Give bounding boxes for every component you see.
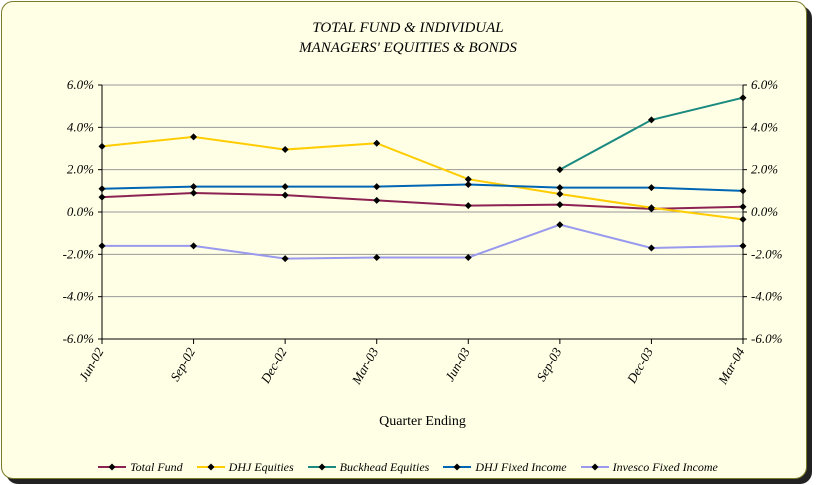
y-tick-label-left: 2.0%	[67, 162, 94, 177]
data-point-dhj-fixed-income	[647, 184, 655, 192]
data-point-dhj-equities	[190, 133, 198, 141]
data-point-dhj-equities	[373, 139, 381, 147]
y-tick-label-right: -6.0%	[751, 331, 783, 346]
data-point-total-fund	[556, 201, 564, 209]
legend-swatch-dhj-fixed-income	[443, 463, 472, 471]
data-point-dhj-equities	[464, 175, 472, 183]
data-point-total-fund	[464, 202, 472, 210]
legend-label-invesco-fixed-income: Invesco Fixed Income	[612, 459, 718, 474]
legend-item-dhj-equities: DHJ Equities	[196, 459, 294, 475]
data-point-buckhead-equities	[739, 94, 747, 102]
x-tick-label: Sep-02	[167, 345, 198, 384]
legend-item-buckhead-equities: Buckhead Equities	[307, 459, 430, 475]
legend-label-dhj-equities: DHJ Equities	[228, 459, 294, 474]
series-line-invesco-fixed-income	[102, 223, 744, 260]
data-point-dhj-equities	[281, 146, 289, 154]
data-point-total-fund	[739, 203, 747, 211]
y-tick-label-left: 0.0%	[67, 204, 94, 219]
x-tick-label: Mar-03	[348, 345, 381, 388]
x-tick-label: Dec-02	[257, 345, 290, 387]
data-point-buckhead-equities	[556, 166, 564, 174]
x-tick-label: Sep-03	[533, 345, 564, 384]
series-line-dhj-equities	[101, 135, 744, 221]
y-tick-label-right: 2.0%	[751, 162, 778, 177]
data-point-invesco-fixed-income	[190, 242, 198, 250]
data-point-dhj-fixed-income	[98, 185, 106, 193]
x-tick-label: Jun-02	[76, 345, 107, 384]
data-point-dhj-fixed-income	[556, 184, 564, 192]
data-point-invesco-fixed-income	[98, 242, 106, 250]
data-point-total-fund	[190, 189, 198, 197]
legend-label-buckhead-equities: Buckhead Equities	[339, 459, 430, 474]
data-point-invesco-fixed-income	[556, 221, 564, 229]
y-tick-label-right: 0.0%	[751, 204, 778, 219]
data-point-dhj-equities	[98, 142, 106, 150]
data-point-invesco-fixed-income	[281, 255, 289, 263]
data-point-total-fund	[281, 191, 289, 199]
data-point-dhj-equities	[647, 204, 655, 212]
data-point-buckhead-equities	[647, 116, 655, 124]
data-point-invesco-fixed-income	[647, 244, 655, 252]
legend-item-dhj-fixed-income: DHJ Fixed Income	[443, 459, 567, 475]
data-point-total-fund	[373, 196, 381, 204]
y-tick-label-left: -2.0%	[63, 246, 95, 261]
legend-label-total-fund: Total Fund	[130, 459, 183, 474]
data-point-dhj-fixed-income	[739, 187, 747, 195]
data-point-invesco-fixed-income	[739, 242, 747, 250]
legend: Total Fund DHJ Equities Buckhead Equities D…	[0, 457, 816, 477]
chart-title-line1: TOTAL FUND & INDIVIDUAL	[312, 20, 504, 36]
data-point-total-fund	[98, 193, 106, 201]
x-tick-label: Dec-03	[623, 345, 656, 387]
chart-title-line2: MANAGERS' EQUITIES & BONDS	[299, 40, 517, 56]
data-point-invesco-fixed-income	[464, 254, 472, 262]
data-point-dhj-equities	[556, 190, 564, 198]
data-point-dhj-fixed-income	[464, 180, 472, 188]
data-point-dhj-fixed-income	[190, 183, 198, 191]
y-tick-label-right: -2.0%	[751, 246, 783, 261]
x-tick-label: Mar-04	[714, 345, 747, 388]
data-point-dhj-fixed-income	[281, 183, 289, 191]
y-tick-label-left: -6.0%	[63, 331, 95, 346]
series-line-dhj-fixed-income	[101, 183, 744, 192]
y-tick-label-right: 4.0%	[751, 119, 778, 134]
y-tick-label-left: 4.0%	[67, 119, 94, 134]
legend-swatch-total-fund	[98, 463, 127, 471]
y-tick-label-left: 6.0%	[67, 77, 94, 92]
y-tick-label-right: 6.0%	[751, 77, 778, 92]
series-line-buckhead-equities	[559, 96, 744, 171]
legend-swatch-dhj-equities	[196, 463, 225, 471]
legend-item-invesco-fixed-income: Invesco Fixed Income	[580, 459, 718, 475]
x-tick-label: Jun-03	[442, 345, 473, 384]
series-line-total-fund	[101, 191, 744, 210]
data-point-invesco-fixed-income	[373, 254, 381, 262]
legend-label-dhj-fixed-income: DHJ Fixed Income	[475, 459, 567, 474]
legend-item-total-fund: Total Fund	[98, 460, 183, 475]
data-point-dhj-equities	[739, 215, 747, 223]
data-point-dhj-fixed-income	[373, 183, 381, 191]
y-tick-label-left: -4.0%	[63, 289, 95, 304]
chart-frame	[1, 1, 807, 479]
x-axis-title: Quarter Ending	[379, 414, 466, 429]
legend-swatch-invesco-fixed-income	[580, 463, 609, 471]
y-tick-label-right: -4.0%	[751, 289, 783, 304]
legend-swatch-buckhead-equities	[307, 463, 336, 471]
